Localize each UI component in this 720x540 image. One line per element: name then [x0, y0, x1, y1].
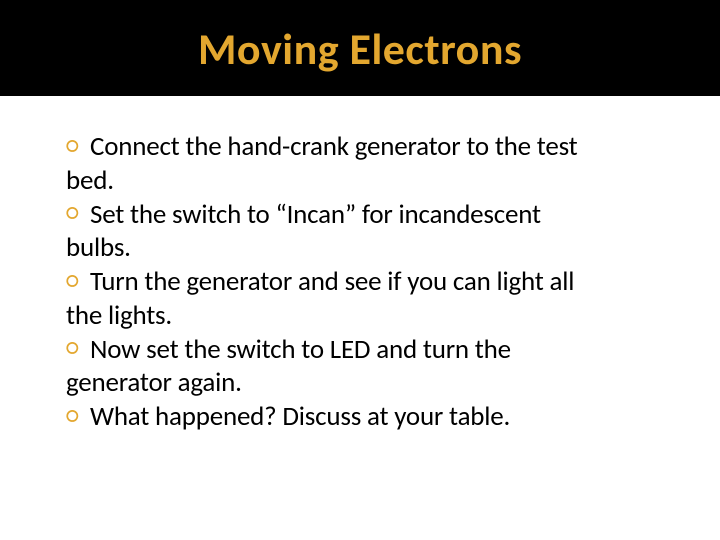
bullet-marker-icon: ○ [66, 334, 78, 363]
bullet-item: ○ Connect the hand-crank generator to th… [66, 130, 668, 164]
bullet-text: Turn the generator and see if you can li… [90, 265, 574, 298]
bullet-item: ○ Now set the switch to LED and turn the [66, 333, 668, 367]
slide-title: Moving Electrons [0, 22, 720, 76]
bullet-text: Now set the switch to LED and turn the [90, 333, 511, 366]
bullet-continuation: generator again. [66, 366, 668, 400]
bullet-text: Set the switch to “Incan” for incandesce… [90, 198, 541, 231]
bullet-text: What happened? Discuss at your table. [90, 400, 510, 433]
bullet-marker-icon: ○ [66, 199, 78, 228]
bullet-continuation: the lights. [66, 299, 668, 333]
bullet-marker-icon: ○ [66, 132, 78, 161]
bullet-item: ○ Turn the generator and see if you can … [66, 265, 668, 299]
bullet-continuation: bed. [66, 164, 668, 198]
bullet-text: Connect the hand-crank generator to the … [90, 130, 578, 163]
bullet-continuation: bulbs. [66, 231, 668, 265]
title-band: Moving Electrons [0, 0, 720, 96]
bullet-marker-icon: ○ [66, 402, 78, 431]
bullet-item: ○ What happened? Discuss at your table. [66, 400, 668, 434]
bullet-marker-icon: ○ [66, 267, 78, 296]
bullet-item: ○ Set the switch to “Incan” for incandes… [66, 198, 668, 232]
slide-body: ○ Connect the hand-crank generator to th… [0, 96, 720, 434]
